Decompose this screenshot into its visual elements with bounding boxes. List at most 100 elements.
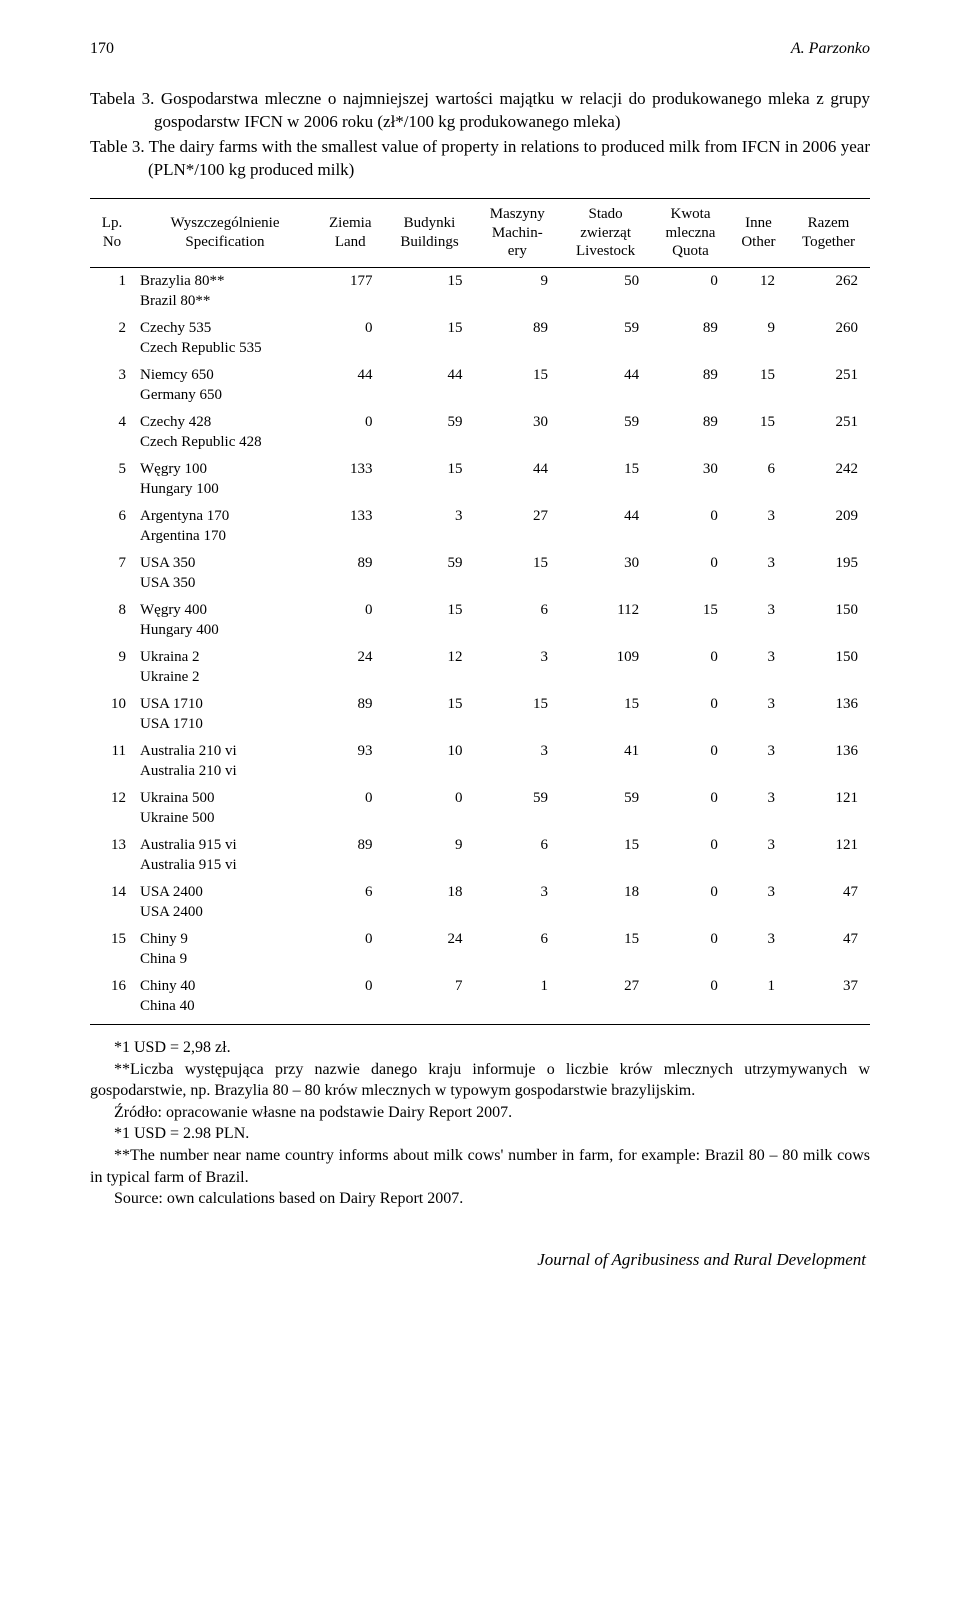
table-row: 4Czechy 428Czech Republic 42805930598915… bbox=[90, 409, 870, 456]
cell-lp: 7 bbox=[90, 550, 134, 597]
cell-value: 251 bbox=[787, 362, 870, 409]
cell-value: 59 bbox=[560, 785, 651, 832]
cell-value: 0 bbox=[651, 738, 730, 785]
cell-value: 0 bbox=[385, 785, 475, 832]
cell-value: 24 bbox=[385, 926, 475, 973]
table-caption: Tabela 3. Gospodarstwa mleczne o najmnie… bbox=[90, 88, 870, 182]
cell-value: 10 bbox=[385, 738, 475, 785]
cell-lp: 1 bbox=[90, 268, 134, 316]
cell-value: 15 bbox=[385, 268, 475, 316]
cell-name: Chiny 9China 9 bbox=[134, 926, 316, 973]
cell-value: 177 bbox=[316, 268, 385, 316]
cell-value: 1 bbox=[475, 973, 560, 1025]
cell-value: 112 bbox=[560, 597, 651, 644]
cell-value: 0 bbox=[651, 973, 730, 1025]
footer-journal: Journal of Agribusiness and Rural Develo… bbox=[90, 1250, 870, 1270]
cell-value: 18 bbox=[385, 879, 475, 926]
cell-value: 15 bbox=[560, 456, 651, 503]
cell-value: 3 bbox=[730, 597, 787, 644]
footnote-5: **The number near name country informs a… bbox=[90, 1145, 870, 1188]
cell-name: Niemcy 650Germany 650 bbox=[134, 362, 316, 409]
cell-lp: 9 bbox=[90, 644, 134, 691]
cell-value: 15 bbox=[475, 550, 560, 597]
table-label: Table 3. bbox=[90, 137, 145, 156]
cell-value: 0 bbox=[316, 409, 385, 456]
cell-name: Australia 915 viAustralia 915 vi bbox=[134, 832, 316, 879]
col-kwota: Kwota mleczna Quota bbox=[651, 198, 730, 267]
col-spec: Wyszczególnienie Specification bbox=[134, 198, 316, 267]
cell-name: Ukraina 2Ukraine 2 bbox=[134, 644, 316, 691]
cell-value: 12 bbox=[730, 268, 787, 316]
cell-lp: 12 bbox=[90, 785, 134, 832]
col-maszyny: Maszyny Machin- ery bbox=[475, 198, 560, 267]
page-header: 170 A. Parzonko bbox=[90, 40, 870, 58]
cell-value: 50 bbox=[560, 268, 651, 316]
cell-value: 3 bbox=[730, 926, 787, 973]
cell-value: 0 bbox=[651, 785, 730, 832]
cell-value: 3 bbox=[385, 503, 475, 550]
footnotes: *1 USD = 2,98 zł. **Liczba występująca p… bbox=[90, 1037, 870, 1210]
cell-value: 150 bbox=[787, 597, 870, 644]
cell-value: 15 bbox=[651, 597, 730, 644]
cell-value: 59 bbox=[385, 409, 475, 456]
cell-value: 6 bbox=[475, 832, 560, 879]
table-row: 12Ukraina 500Ukraine 50000595903121 bbox=[90, 785, 870, 832]
cell-value: 47 bbox=[787, 926, 870, 973]
table-row: 10USA 1710USA 17108915151503136 bbox=[90, 691, 870, 738]
cell-lp: 8 bbox=[90, 597, 134, 644]
cell-name: Czechy 535Czech Republic 535 bbox=[134, 315, 316, 362]
cell-value: 59 bbox=[560, 315, 651, 362]
footnote-4: *1 USD = 2.98 PLN. bbox=[90, 1123, 870, 1145]
cell-value: 0 bbox=[651, 644, 730, 691]
cell-value: 89 bbox=[316, 832, 385, 879]
cell-value: 44 bbox=[385, 362, 475, 409]
table-row: 2Czechy 535Czech Republic 53501589598992… bbox=[90, 315, 870, 362]
cell-lp: 11 bbox=[90, 738, 134, 785]
cell-value: 3 bbox=[475, 644, 560, 691]
table-text: The dairy farms with the smallest value … bbox=[148, 137, 870, 179]
table-body: 1Brazylia 80**Brazil 80**177159500122622… bbox=[90, 268, 870, 1025]
table-row: 7USA 350USA 3508959153003195 bbox=[90, 550, 870, 597]
cell-value: 1 bbox=[730, 973, 787, 1025]
cell-value: 3 bbox=[475, 738, 560, 785]
cell-value: 0 bbox=[651, 832, 730, 879]
cell-value: 121 bbox=[787, 785, 870, 832]
table-row: 8Węgry 400Hungary 4000156112153150 bbox=[90, 597, 870, 644]
cell-value: 0 bbox=[316, 973, 385, 1025]
cell-value: 3 bbox=[730, 550, 787, 597]
table-head: Lp. No Wyszczególnienie Specification Zi… bbox=[90, 198, 870, 267]
table-row: 3Niemcy 650Germany 650444415448915251 bbox=[90, 362, 870, 409]
cell-lp: 5 bbox=[90, 456, 134, 503]
cell-value: 47 bbox=[787, 879, 870, 926]
cell-value: 150 bbox=[787, 644, 870, 691]
cell-name: Węgry 400Hungary 400 bbox=[134, 597, 316, 644]
col-stado: Stado zwierząt Livestock bbox=[560, 198, 651, 267]
col-ziemia: Ziemia Land bbox=[316, 198, 385, 267]
cell-value: 3 bbox=[730, 879, 787, 926]
table-row: 14USA 2400USA 24006183180347 bbox=[90, 879, 870, 926]
cell-lp: 14 bbox=[90, 879, 134, 926]
footnote-6: Source: own calculations based on Dairy … bbox=[90, 1188, 870, 1210]
cell-value: 3 bbox=[730, 785, 787, 832]
cell-value: 133 bbox=[316, 503, 385, 550]
cell-value: 59 bbox=[475, 785, 560, 832]
cell-value: 6 bbox=[475, 926, 560, 973]
cell-name: Brazylia 80**Brazil 80** bbox=[134, 268, 316, 316]
cell-value: 18 bbox=[560, 879, 651, 926]
cell-value: 3 bbox=[730, 738, 787, 785]
cell-value: 15 bbox=[385, 691, 475, 738]
col-lp: Lp. No bbox=[90, 198, 134, 267]
cell-value: 93 bbox=[316, 738, 385, 785]
cell-value: 6 bbox=[475, 597, 560, 644]
cell-value: 15 bbox=[385, 456, 475, 503]
cell-value: 0 bbox=[651, 926, 730, 973]
cell-name: USA 2400USA 2400 bbox=[134, 879, 316, 926]
table-row: 6Argentyna 170Argentina 1701333274403209 bbox=[90, 503, 870, 550]
cell-lp: 10 bbox=[90, 691, 134, 738]
cell-value: 0 bbox=[651, 503, 730, 550]
footnote-1: *1 USD = 2,98 zł. bbox=[90, 1037, 870, 1059]
cell-value: 3 bbox=[730, 832, 787, 879]
cell-value: 89 bbox=[651, 315, 730, 362]
cell-value: 59 bbox=[385, 550, 475, 597]
cell-value: 27 bbox=[475, 503, 560, 550]
